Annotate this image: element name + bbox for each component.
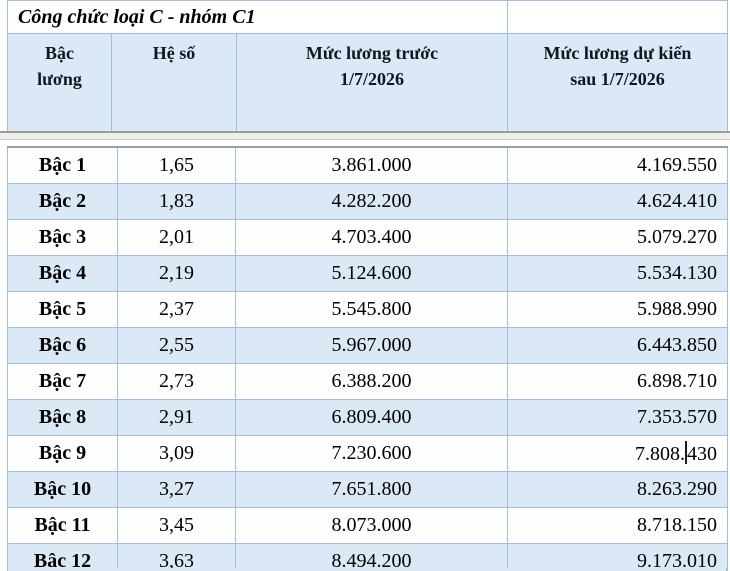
muc-luong-truoc-cell[interactable]: 6.388.200 <box>235 363 508 400</box>
column-header-he-so[interactable]: Hệ số <box>111 33 237 138</box>
muc-luong-sau-cell[interactable]: 8.718.150 <box>507 507 728 544</box>
muc-luong-sau-cell[interactable]: 9.173.010 <box>507 543 728 571</box>
column-header-muc-luong-du-kien[interactable]: Mức lương dự kiến sau 1/7/2026 <box>507 33 728 138</box>
muc-luong-truoc-cell[interactable]: 7.651.800 <box>235 471 508 508</box>
muc-luong-sau-cell[interactable]: 7.808. 430 <box>507 435 728 472</box>
he-so-cell[interactable]: 2,55 <box>117 327 236 364</box>
row-label-cell[interactable]: Bậc 4 <box>7 255 118 292</box>
row-label-cell[interactable]: Bậc 9 <box>7 435 118 472</box>
muc-luong-truoc-cell[interactable]: 4.703.400 <box>235 219 508 256</box>
table-title[interactable]: Công chức loại C - nhóm C1 <box>7 0 508 34</box>
muc-luong-sau-cell[interactable]: 5.988.990 <box>507 291 728 328</box>
text-cursor <box>685 441 687 464</box>
muc-luong-sau-cell[interactable]: 4.624.410 <box>507 183 728 220</box>
screenshot-seam-divider <box>0 131 730 140</box>
row-label-cell[interactable]: Bậc 8 <box>7 399 118 436</box>
row-label-cell[interactable]: Bậc 12 <box>7 543 118 571</box>
table-row: Bậc 6 2,55 5.967.000 6.443.850 <box>7 327 728 364</box>
row-label-cell[interactable]: Bậc 11 <box>7 507 118 544</box>
muc-luong-truoc-cell[interactable]: 7.230.600 <box>235 435 508 472</box>
row-label-cell[interactable]: Bậc 6 <box>7 327 118 364</box>
table-row: Bậc 12 3,63 8.494.200 9.173.010 <box>7 543 728 571</box>
table-row: Bậc 9 3,09 7.230.600 7.808. 430 <box>7 435 728 472</box>
he-so-cell[interactable]: 2,37 <box>117 291 236 328</box>
muc-luong-sau-cell[interactable]: 5.534.130 <box>507 255 728 292</box>
row-label-cell[interactable]: Bậc 7 <box>7 363 118 400</box>
table-row: Bậc 5 2,37 5.545.800 5.988.990 <box>7 291 728 328</box>
muc-luong-sau-cell[interactable]: 5.079.270 <box>507 219 728 256</box>
muc-luong-truoc-cell[interactable]: 5.967.000 <box>235 327 508 364</box>
muc-luong-truoc-cell[interactable]: 3.861.000 <box>235 146 508 184</box>
he-so-cell[interactable]: 3,45 <box>117 507 236 544</box>
table-header-row: Bậc lương Hệ số Mức lương trước 1/7/2026 Mức … <box>7 33 728 138</box>
muc-luong-truoc-cell[interactable]: 6.809.400 <box>235 399 508 436</box>
he-so-cell[interactable]: 2,19 <box>117 255 236 292</box>
row-label-cell[interactable]: Bậc 1 <box>7 146 118 184</box>
muc-luong-truoc-cell[interactable]: 4.282.200 <box>235 183 508 220</box>
muc-luong-sau-cell[interactable]: 6.443.850 <box>507 327 728 364</box>
muc-luong-truoc-cell[interactable]: 5.124.600 <box>235 255 508 292</box>
muc-luong-truoc-cell[interactable]: 8.073.000 <box>235 507 508 544</box>
partial-next-row <box>7 568 727 571</box>
salary-data-table: Bậc 1 1,65 3.861.000 4.169.550 Bậc 2 1,83 4.28… <box>7 146 728 571</box>
muc-luong-sau-cell[interactable]: 4.169.550 <box>507 146 728 184</box>
table-row: Bậc 11 3,45 8.073.000 8.718.150 <box>7 507 728 544</box>
table-row: Bậc 2 1,83 4.282.200 4.624.410 <box>7 183 728 220</box>
salary-table-body: Bậc 1 1,65 3.861.000 4.169.550 Bậc 2 1,83 4.28… <box>7 146 728 571</box>
he-so-cell[interactable]: 2,91 <box>117 399 236 436</box>
he-so-cell[interactable]: 3,27 <box>117 471 236 508</box>
muc-luong-truoc-cell[interactable]: 8.494.200 <box>235 543 508 571</box>
table-row: Bậc 10 3,27 7.651.800 8.263.290 <box>7 471 728 508</box>
row-label-cell[interactable]: Bậc 5 <box>7 291 118 328</box>
he-so-cell[interactable]: 1,65 <box>117 146 236 184</box>
column-header-bac-luong[interactable]: Bậc lương <box>7 33 112 138</box>
table-row: Bậc 1 1,65 3.861.000 4.169.550 <box>7 146 728 184</box>
muc-luong-sau-cell[interactable]: 6.898.710 <box>507 363 728 400</box>
header-table: Công chức loại C - nhóm C1 Bậc lương Hệ số… <box>7 0 728 138</box>
table-row: Bậc 3 2,01 4.703.400 5.079.270 <box>7 219 728 256</box>
title-empty-cell[interactable] <box>507 0 728 34</box>
he-so-cell[interactable]: 1,83 <box>117 183 236 220</box>
table-row: Bậc 8 2,91 6.809.400 7.353.570 <box>7 399 728 436</box>
row-label-cell[interactable]: Bậc 10 <box>7 471 118 508</box>
table-row: Bậc 4 2,19 5.124.600 5.534.130 <box>7 255 728 292</box>
he-so-cell[interactable]: 2,73 <box>117 363 236 400</box>
row-label-cell[interactable]: Bậc 2 <box>7 183 118 220</box>
muc-luong-truoc-cell[interactable]: 5.545.800 <box>235 291 508 328</box>
row-label-cell[interactable]: Bậc 3 <box>7 219 118 256</box>
he-so-cell[interactable]: 3,63 <box>117 543 236 571</box>
title-row: Công chức loại C - nhóm C1 <box>7 0 728 34</box>
table-row: Bậc 7 2,73 6.388.200 6.898.710 <box>7 363 728 400</box>
column-header-muc-luong-truoc[interactable]: Mức lương trước 1/7/2026 <box>236 33 508 138</box>
he-so-cell[interactable]: 2,01 <box>117 219 236 256</box>
muc-luong-sau-cell[interactable]: 8.263.290 <box>507 471 728 508</box>
he-so-cell[interactable]: 3,09 <box>117 435 236 472</box>
muc-luong-sau-cell[interactable]: 7.353.570 <box>507 399 728 436</box>
